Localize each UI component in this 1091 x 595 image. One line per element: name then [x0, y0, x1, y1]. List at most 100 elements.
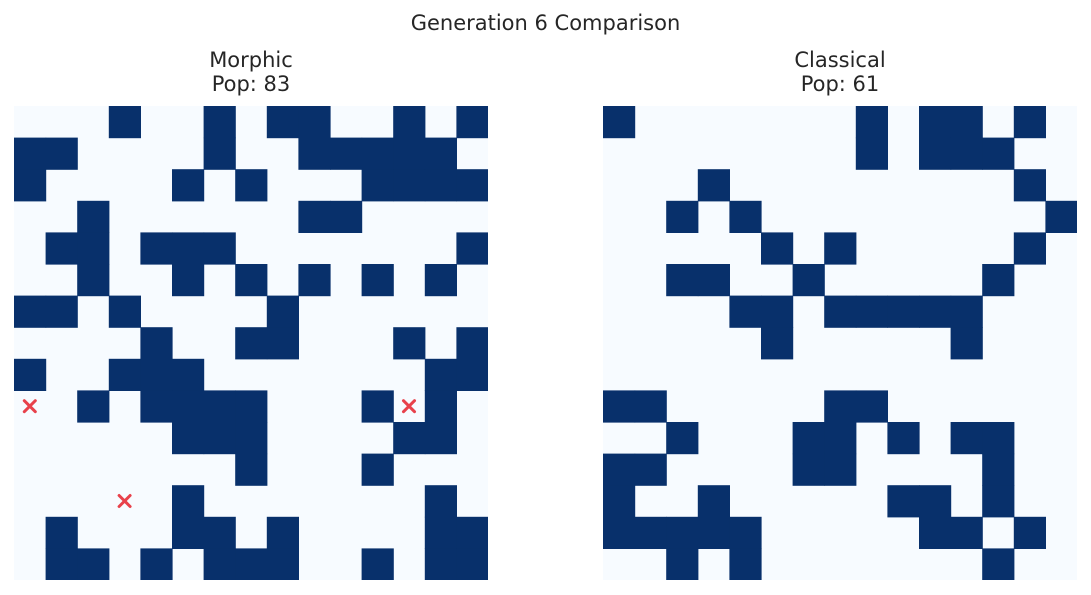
live-cell [456, 232, 488, 265]
live-cell [855, 295, 888, 328]
live-cell [792, 422, 825, 455]
live-cell [1013, 169, 1046, 202]
live-cell [235, 264, 268, 297]
live-cell [761, 232, 794, 265]
live-cell [792, 264, 825, 297]
live-cell [361, 453, 394, 486]
live-cell [77, 232, 110, 265]
live-cell [235, 422, 268, 455]
population-label: Pop: 83 [211, 72, 291, 96]
live-cell [77, 548, 110, 580]
live-cell [203, 548, 236, 580]
live-cell [982, 548, 1015, 580]
live-cell [603, 390, 636, 423]
live-cell [1045, 200, 1077, 233]
live-cell [393, 106, 426, 139]
live-cell [950, 327, 983, 360]
live-cell [140, 327, 173, 360]
x-marker [402, 399, 416, 414]
live-cell [666, 422, 699, 455]
live-cell [330, 137, 363, 170]
live-cell [172, 264, 205, 297]
live-cell [887, 485, 920, 518]
figure-title: Generation 6 Comparison [410, 11, 681, 35]
live-cell [729, 548, 762, 580]
live-cell [140, 358, 173, 391]
live-cell [603, 106, 636, 139]
live-cell [950, 106, 983, 139]
live-cell [424, 137, 457, 170]
live-cell [424, 390, 457, 423]
live-cell [424, 358, 457, 391]
live-cell [982, 422, 1015, 455]
live-cell [14, 137, 47, 170]
live-cell [824, 232, 857, 265]
live-cell [919, 516, 952, 549]
live-cell [235, 453, 268, 486]
live-cell [203, 106, 236, 139]
live-cell [919, 106, 952, 139]
live-cell [393, 137, 426, 170]
live-cell [424, 516, 457, 549]
live-cell [982, 485, 1015, 518]
live-cell [887, 422, 920, 455]
classical-grid [603, 106, 1077, 580]
panel-title-morphic: Morphic Pop: 83 [14, 48, 488, 96]
live-cell [950, 295, 983, 328]
live-cell [235, 327, 268, 360]
live-cell [266, 295, 299, 328]
live-cell [14, 169, 47, 202]
live-cell [203, 422, 236, 455]
live-cell [456, 106, 488, 139]
live-cell [298, 200, 331, 233]
live-cell [203, 137, 236, 170]
panel-name: Classical [794, 48, 886, 72]
live-cell [950, 422, 983, 455]
live-cell [266, 516, 299, 549]
live-cell [77, 390, 110, 423]
live-cell [855, 137, 888, 170]
live-cell [824, 390, 857, 423]
live-cell [45, 295, 78, 328]
live-cell [424, 485, 457, 518]
population-label: Pop: 61 [800, 72, 880, 96]
live-cell [424, 264, 457, 297]
live-cell [361, 169, 394, 202]
live-cell [729, 200, 762, 233]
live-cell [298, 264, 331, 297]
live-cell [982, 453, 1015, 486]
live-cell [950, 137, 983, 170]
live-cell [666, 548, 699, 580]
live-cell [172, 485, 205, 518]
live-cell [172, 169, 205, 202]
x-marker [117, 494, 132, 508]
live-cell [982, 264, 1015, 297]
live-cell [203, 390, 236, 423]
live-cell [729, 295, 762, 328]
live-cell [361, 137, 394, 170]
live-cell [424, 422, 457, 455]
live-cell [108, 295, 141, 328]
live-cell [634, 453, 667, 486]
live-cell [330, 200, 363, 233]
live-cell [729, 516, 762, 549]
live-cell [697, 516, 730, 549]
live-cell [456, 358, 488, 391]
live-cell [172, 422, 205, 455]
live-cell [887, 295, 920, 328]
live-cell [456, 548, 488, 580]
panel-title-classical: Classical Pop: 61 [603, 48, 1077, 96]
live-cell [761, 295, 794, 328]
live-cell [14, 358, 47, 391]
live-cell [666, 264, 699, 297]
live-cell [824, 453, 857, 486]
live-cell [45, 232, 78, 265]
live-cell [235, 548, 268, 580]
live-cell [172, 232, 205, 265]
live-cell [950, 516, 983, 549]
live-cell [172, 358, 205, 391]
live-cell [393, 422, 426, 455]
live-cell [77, 200, 110, 233]
live-cell [424, 548, 457, 580]
live-cell [235, 169, 268, 202]
